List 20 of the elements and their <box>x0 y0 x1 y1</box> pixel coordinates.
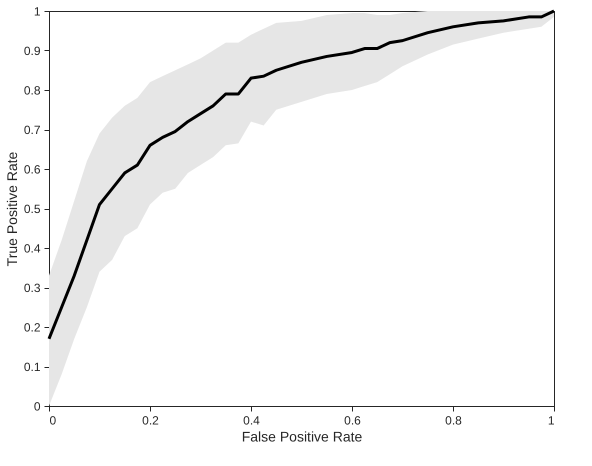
x-tick-label: 0.4 <box>243 414 260 428</box>
y-tick-label: 1 <box>34 4 41 18</box>
x-tick-label: 0.8 <box>445 414 462 428</box>
x-tick-label: 1 <box>548 414 555 428</box>
y-tick-label: 0.5 <box>24 202 41 216</box>
y-tick-label: 0.3 <box>24 281 41 295</box>
x-tick-label: 0 <box>50 414 56 428</box>
x-axis-title: False Positive Rate <box>242 428 363 444</box>
x-tick-label: 0.6 <box>344 414 362 428</box>
y-tick-label: 0.6 <box>24 162 41 176</box>
x-tick-label: 0.2 <box>142 414 160 428</box>
y-tick-label: 0.8 <box>24 84 41 98</box>
y-tick-label: 0.1 <box>24 360 41 374</box>
y-tick-label: 0.4 <box>24 242 41 256</box>
y-tick-label: 0.9 <box>24 44 41 58</box>
y-axis-title: True Positive Rate <box>4 151 20 266</box>
line-series <box>48 10 556 340</box>
y-tick-label: 0 <box>34 400 41 414</box>
y-tick-label: 0.7 <box>24 123 41 137</box>
y-tick-label: 0.2 <box>24 320 41 334</box>
